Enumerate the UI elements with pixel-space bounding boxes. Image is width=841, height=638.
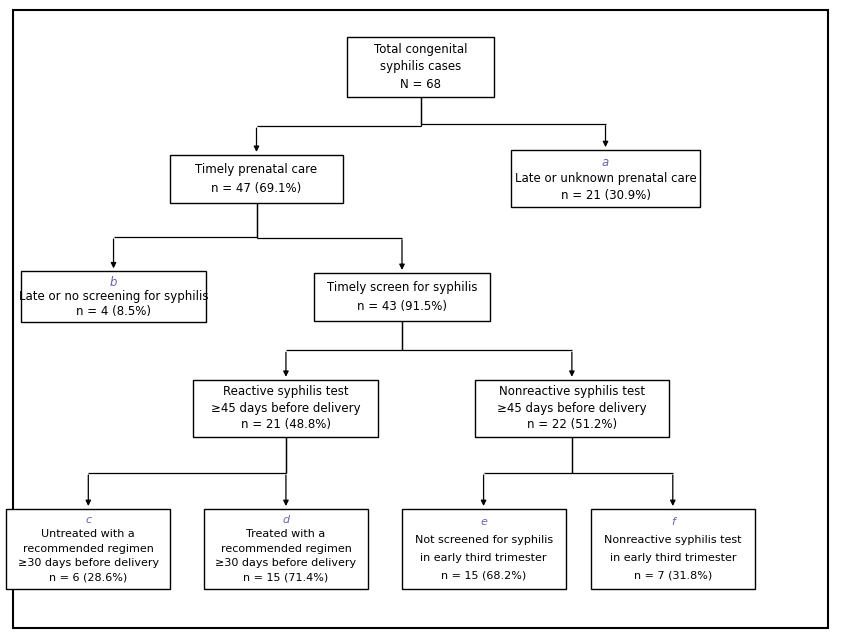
Text: n = 22 (51.2%): n = 22 (51.2%) [526,419,617,431]
Bar [21,271,206,322]
Text: n = 6 (28.6%): n = 6 (28.6%) [49,573,128,582]
Text: Timely screen for syphilis: Timely screen for syphilis [327,281,477,293]
Text: b: b [110,276,117,288]
Text: n = 15 (68.2%): n = 15 (68.2%) [441,570,526,581]
Text: e: e [480,517,487,527]
Text: a: a [602,156,609,168]
Text: syphilis cases: syphilis cases [380,61,461,73]
Text: n = 47 (69.1%): n = 47 (69.1%) [211,182,302,195]
Bar [204,509,368,588]
Text: c: c [85,515,92,524]
Text: in early third trimester: in early third trimester [610,553,736,563]
Text: Untreated with a: Untreated with a [41,529,135,539]
Text: Treated with a: Treated with a [246,529,325,539]
Text: n = 21 (30.9%): n = 21 (30.9%) [560,189,651,202]
Text: Reactive syphilis test: Reactive syphilis test [223,385,349,398]
Bar [475,380,669,437]
Text: Nonreactive syphilis test: Nonreactive syphilis test [604,535,742,545]
Text: Timely prenatal care: Timely prenatal care [195,163,318,175]
Text: Total congenital: Total congenital [373,43,468,56]
Text: Nonreactive syphilis test: Nonreactive syphilis test [499,385,645,398]
Bar [401,509,565,588]
Text: N = 68: N = 68 [400,78,441,91]
Text: ≥30 days before delivery: ≥30 days before delivery [215,558,357,568]
Bar [510,150,700,207]
Bar [170,155,342,203]
Text: Not screened for syphilis: Not screened for syphilis [415,535,553,545]
Text: ≥45 days before delivery: ≥45 days before delivery [497,402,647,415]
Text: n = 7 (31.8%): n = 7 (31.8%) [633,570,712,581]
Bar [314,273,490,320]
Bar [193,380,378,437]
Text: f: f [671,517,674,527]
Bar [6,509,170,588]
Text: Late or no screening for syphilis: Late or no screening for syphilis [19,290,209,303]
Text: n = 43 (91.5%): n = 43 (91.5%) [357,300,447,313]
Text: n = 21 (48.8%): n = 21 (48.8%) [241,419,331,431]
Text: Late or unknown prenatal care: Late or unknown prenatal care [515,172,696,185]
Text: ≥45 days before delivery: ≥45 days before delivery [211,402,361,415]
Text: n = 15 (71.4%): n = 15 (71.4%) [243,573,329,582]
Text: recommended regimen: recommended regimen [23,544,154,554]
Text: ≥30 days before delivery: ≥30 days before delivery [18,558,159,568]
Text: n = 4 (8.5%): n = 4 (8.5%) [76,305,151,318]
Text: d: d [283,515,289,524]
Text: in early third trimester: in early third trimester [420,553,547,563]
Bar [346,36,494,97]
Text: recommended regimen: recommended regimen [220,544,352,554]
Bar [590,509,754,588]
